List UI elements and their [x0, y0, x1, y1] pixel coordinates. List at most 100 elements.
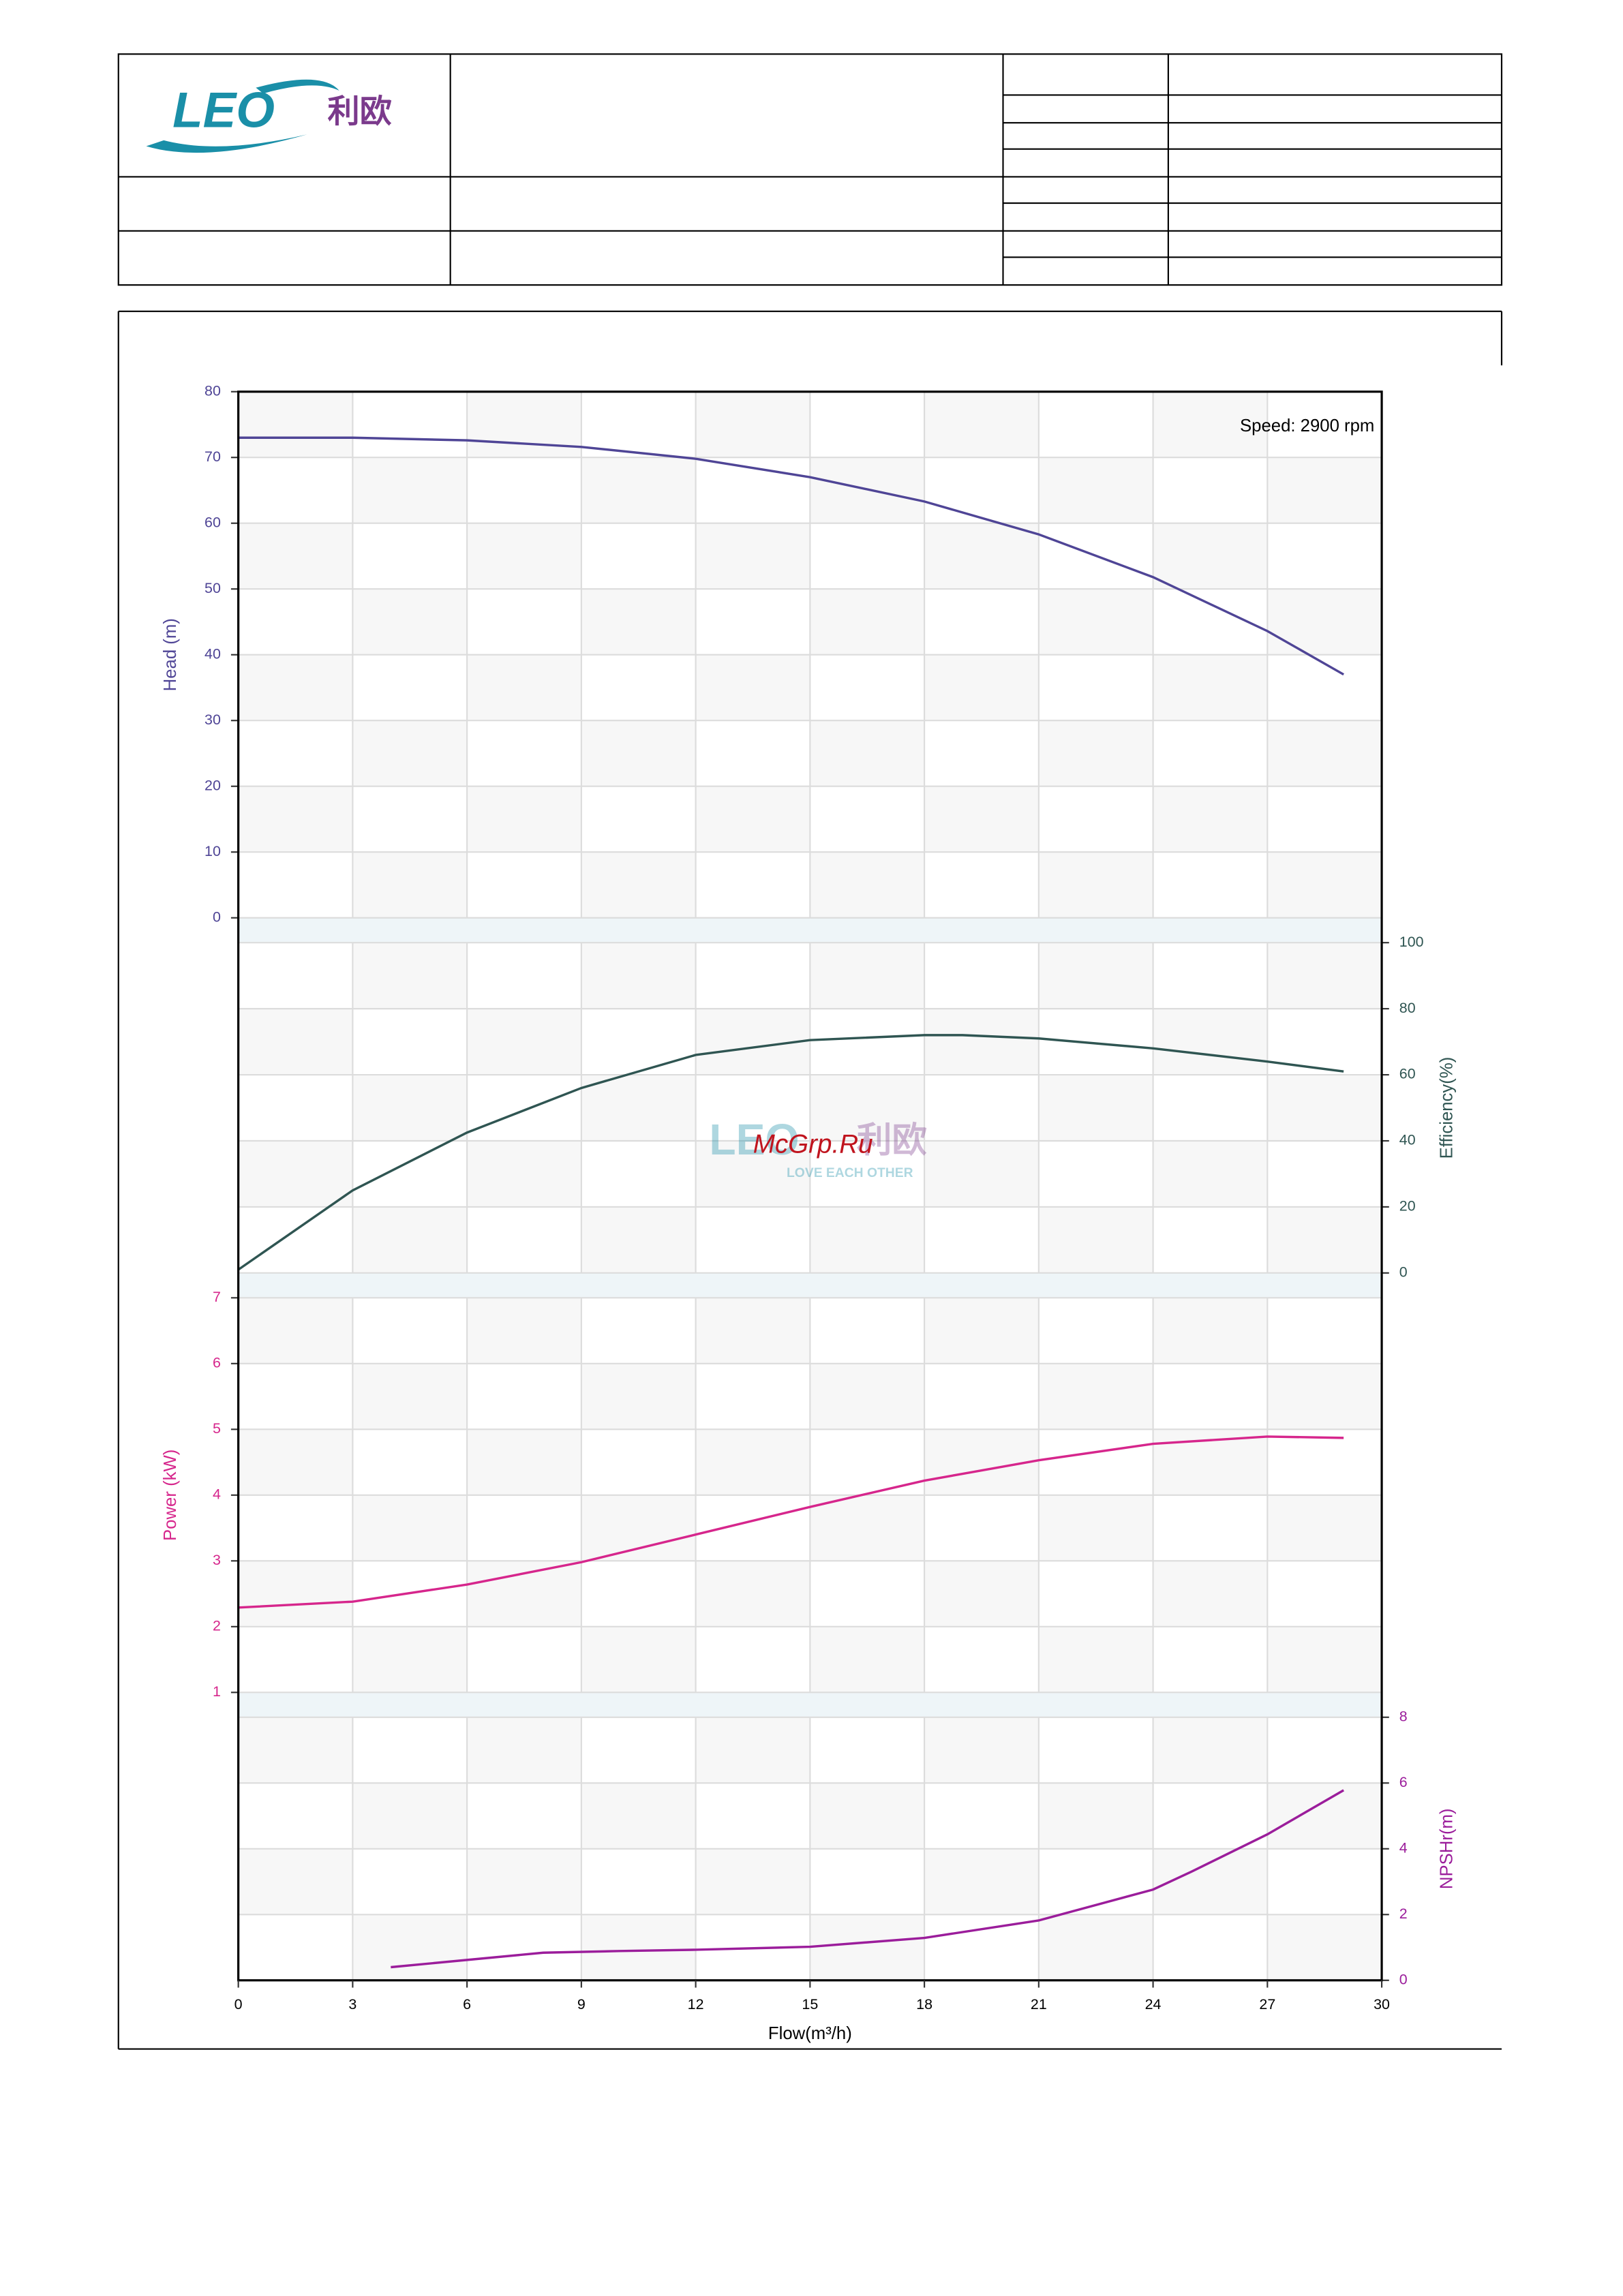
background-cell: [1267, 1914, 1382, 1980]
background-cell: [1038, 1495, 1153, 1561]
background-cell: [1153, 1009, 1268, 1075]
y-axis-label: Power (kW): [161, 1450, 180, 1541]
x-tick-label: 27: [1259, 1996, 1275, 2012]
background-cell: [581, 852, 696, 918]
y-tick-label: 4: [213, 1486, 221, 1502]
background-cell: [1153, 654, 1268, 721]
background-cell: [1267, 1206, 1382, 1273]
background-cell: [352, 1914, 468, 1980]
background-cell: [1267, 1075, 1382, 1141]
panel-separator: [238, 917, 1382, 943]
y-tick-label: 100: [1399, 934, 1424, 950]
background-cell: [695, 1140, 810, 1207]
background-cell: [1153, 1561, 1268, 1627]
watermark: LEO 利欧 LOVE EACH OTHER: [709, 1115, 927, 1180]
y-tick-label: 70: [204, 448, 221, 465]
background-cell: [467, 1848, 581, 1915]
x-axis-label: Flow(m³/h): [768, 2024, 852, 2043]
background-cell: [467, 1140, 581, 1207]
y-tick-label: 6: [1399, 1774, 1408, 1790]
background-cell: [924, 1717, 1039, 1784]
x-tick-label: 21: [1031, 1996, 1047, 2012]
background-cell: [581, 589, 696, 655]
background-cell: [238, 1140, 353, 1207]
background-cell: [1153, 1140, 1268, 1207]
background-cell: [810, 852, 925, 918]
y-tick-label: 40: [1399, 1132, 1416, 1148]
y-tick-label: 80: [204, 382, 221, 399]
y-tick-label: 60: [1399, 1066, 1416, 1082]
background-cell: [1267, 1626, 1382, 1693]
x-tick-label: 0: [234, 1996, 243, 2012]
background-cell: [352, 943, 468, 1009]
background-cell: [467, 391, 581, 458]
background-cell: [1038, 852, 1153, 918]
background-cell: [695, 1848, 810, 1915]
table-border: [117, 53, 1503, 286]
background-cell: [1038, 1206, 1153, 1273]
background-cell: [238, 1717, 353, 1784]
y-tick-label: 5: [213, 1420, 221, 1437]
background-cell: [352, 1495, 468, 1561]
x-tick-label: 15: [802, 1996, 818, 2012]
panel-separator: [238, 1272, 1382, 1298]
background-cell: [924, 523, 1039, 590]
background-cell: [467, 523, 581, 590]
background-cell: [1267, 720, 1382, 786]
x-tick-label: 18: [916, 1996, 932, 2012]
background-cell: [695, 786, 810, 853]
y-tick-label: 20: [1399, 1198, 1416, 1214]
y-tick-label: 50: [204, 580, 221, 596]
y-tick-label: 0: [1399, 1264, 1408, 1281]
logo-swoosh: [256, 79, 339, 94]
background-cell: [924, 1009, 1039, 1075]
background-cell: [238, 523, 353, 590]
y-tick-label: 0: [1399, 1971, 1408, 1987]
background-cell: [695, 523, 810, 590]
x-tick-label: 24: [1145, 1996, 1162, 2012]
background-cell: [467, 786, 581, 853]
background-cell: [810, 1626, 925, 1693]
background-cell: [1038, 589, 1153, 655]
background-cell: [924, 654, 1039, 721]
background-cell: [810, 1914, 925, 1980]
background-cell: [695, 1429, 810, 1495]
background-cell: [1038, 943, 1153, 1009]
speed-annotation: Speed: 2900 rpm: [1240, 416, 1374, 435]
panel-separator: [238, 1692, 1382, 1717]
y-tick-label: 4: [1399, 1839, 1408, 1856]
background-cell: [352, 1363, 468, 1430]
background-cell: [1038, 1914, 1153, 1980]
curve: [237, 1034, 1344, 1271]
background-cell: [924, 1561, 1039, 1627]
curve: [391, 1789, 1345, 1969]
logo-text-cn: 利欧: [327, 93, 391, 129]
background-cell: [924, 391, 1039, 458]
background-cell: [352, 457, 468, 523]
background-cell: [467, 1717, 581, 1784]
logo-text: LEO: [172, 83, 275, 138]
background-cell: [352, 1206, 468, 1273]
background-cell: [1267, 1783, 1382, 1849]
background-cell: [238, 786, 353, 853]
background-cell: [352, 589, 468, 655]
background-cell: [238, 1848, 353, 1915]
background-cell: [924, 786, 1039, 853]
background-cell: [1038, 1075, 1153, 1141]
background-cell: [1267, 1495, 1382, 1561]
x-tick-label: 9: [577, 1996, 586, 2012]
background-cell: [810, 589, 925, 655]
y-tick-label: 8: [1399, 1708, 1408, 1724]
x-tick-label: 12: [688, 1996, 704, 2012]
y-tick-label: 40: [204, 645, 221, 662]
background-cell: [581, 1075, 696, 1141]
y-tick-label: 6: [213, 1354, 221, 1371]
background-cell: [1267, 457, 1382, 523]
background-cell: [695, 391, 810, 458]
background-cell: [695, 654, 810, 721]
background-cell: [352, 1075, 468, 1141]
watermark-logo: LEO: [709, 1115, 799, 1164]
y-axis-label: Head (m): [161, 618, 180, 691]
background-cell: [467, 654, 581, 721]
